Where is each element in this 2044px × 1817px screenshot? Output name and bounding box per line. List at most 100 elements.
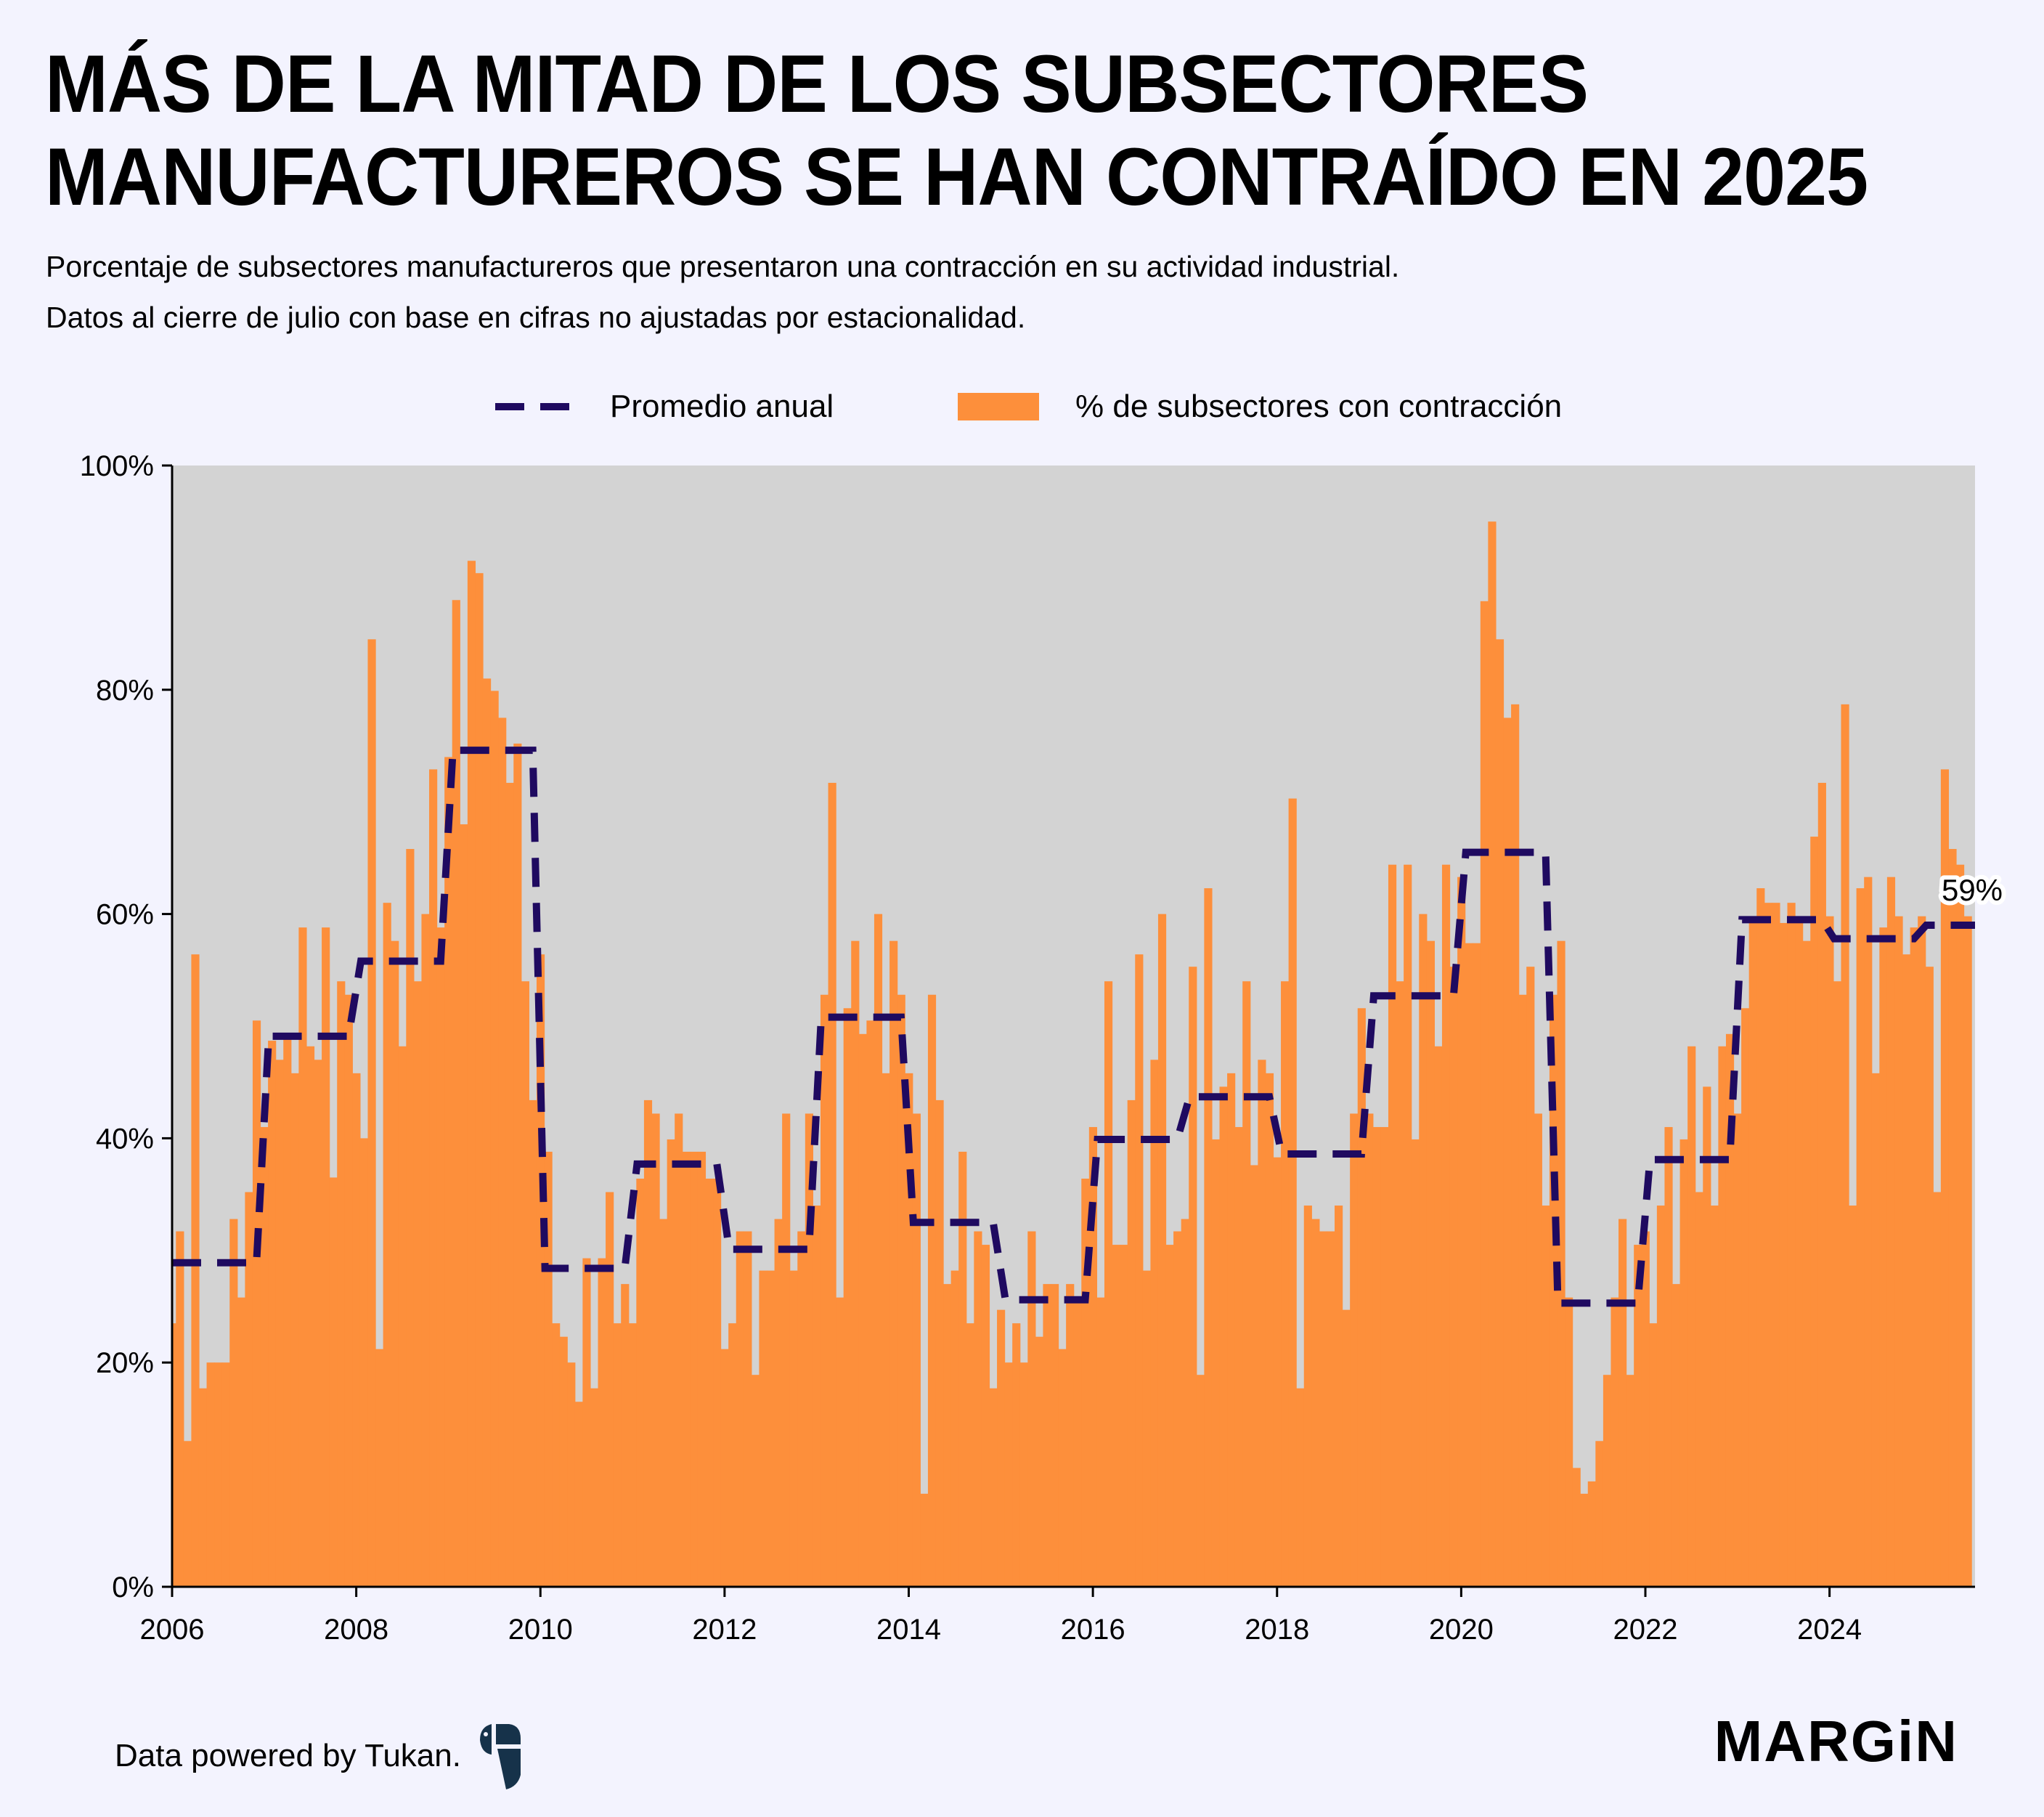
legend-item-average: Promedio anual xyxy=(495,385,834,428)
bar xyxy=(828,782,836,1587)
bar xyxy=(1626,1375,1634,1587)
bar xyxy=(690,1151,699,1587)
bar xyxy=(467,561,476,1587)
bar xyxy=(306,1046,315,1587)
bar xyxy=(544,1151,553,1587)
bar xyxy=(1250,1165,1258,1587)
bar xyxy=(1242,981,1251,1587)
bar xyxy=(1273,1157,1282,1587)
bar xyxy=(298,927,307,1587)
bar xyxy=(1181,1219,1189,1587)
bar xyxy=(482,678,492,1587)
bar xyxy=(1204,888,1213,1587)
bar xyxy=(513,743,522,1587)
bar xyxy=(1940,769,1950,1587)
bar xyxy=(183,1441,192,1587)
bar xyxy=(1841,704,1849,1587)
credit-text: Data powered by Tukan. xyxy=(115,1738,461,1773)
bar xyxy=(935,1099,944,1587)
bar xyxy=(836,1297,844,1587)
bar xyxy=(1902,954,1911,1587)
bar xyxy=(1656,1206,1666,1587)
bar-chart: 0% 20% 40% 60% 80% 100% 2006 2008 2010 2012 2014 20… xyxy=(80,450,2007,1646)
bar xyxy=(421,914,430,1587)
bar xyxy=(1081,1178,1090,1587)
bar xyxy=(651,1113,660,1587)
bar xyxy=(1043,1284,1051,1587)
bar xyxy=(1741,1008,1750,1587)
bar xyxy=(329,1177,338,1587)
bar xyxy=(759,1270,767,1587)
bar xyxy=(1787,903,1796,1587)
bar xyxy=(1404,864,1412,1587)
bar xyxy=(1572,1468,1581,1587)
bar xyxy=(621,1284,630,1587)
bar xyxy=(1963,916,1972,1587)
bar xyxy=(1419,914,1428,1587)
bar xyxy=(1634,1245,1642,1587)
bar xyxy=(552,1323,561,1587)
tukan-logo-icon xyxy=(479,1724,521,1789)
bar xyxy=(1918,916,1926,1587)
bar xyxy=(1088,1126,1098,1587)
bar xyxy=(1465,943,1473,1587)
bar xyxy=(1096,1297,1105,1587)
bar xyxy=(1925,967,1934,1587)
bar xyxy=(1189,967,1197,1587)
bar xyxy=(843,1008,852,1587)
margin-logo: MARGiN xyxy=(1714,1709,1958,1773)
bar xyxy=(1411,1139,1420,1587)
bar xyxy=(598,1258,606,1587)
bar xyxy=(659,1219,668,1587)
bar xyxy=(1035,1336,1044,1587)
bar xyxy=(889,940,898,1587)
bar xyxy=(1488,521,1497,1588)
bar xyxy=(275,1060,284,1587)
bar xyxy=(720,1349,729,1587)
bar xyxy=(1288,798,1297,1587)
bar xyxy=(172,1323,176,1587)
bar xyxy=(920,1493,929,1587)
bar xyxy=(505,782,514,1587)
bar xyxy=(789,1270,798,1587)
bar xyxy=(1157,914,1167,1587)
bar xyxy=(1296,1388,1305,1587)
bar xyxy=(337,981,346,1587)
bar xyxy=(1933,1192,1942,1587)
bar xyxy=(1365,1113,1374,1587)
bar xyxy=(1319,1231,1328,1587)
bar xyxy=(1664,1126,1673,1587)
bar xyxy=(643,1099,653,1587)
title-line-1: MÁS DE LA MITAD DE LOS SUBSECTORES xyxy=(45,38,1589,129)
bar xyxy=(927,994,937,1587)
bar xyxy=(452,600,460,1587)
bar xyxy=(529,1099,537,1587)
bar xyxy=(1618,1219,1627,1587)
bar xyxy=(974,1231,982,1587)
bar xyxy=(406,849,415,1587)
bar xyxy=(1219,1086,1228,1587)
bar xyxy=(1388,864,1397,1587)
bar xyxy=(1948,849,1957,1587)
bar xyxy=(1549,994,1558,1587)
x-tick-label: 2020 xyxy=(1429,1614,1494,1646)
bar xyxy=(1565,1297,1573,1587)
bar xyxy=(1135,954,1144,1587)
bar xyxy=(874,914,883,1587)
legend-label-bars: % de subsectores con contracción xyxy=(1075,389,1563,424)
bar xyxy=(797,1231,806,1587)
bar xyxy=(858,1033,867,1587)
bar xyxy=(943,1284,952,1587)
bar xyxy=(198,1388,208,1587)
bar xyxy=(1886,877,1896,1587)
bar xyxy=(1733,1113,1742,1587)
legend: Promedio anual % de subsectores con cont… xyxy=(0,385,2044,428)
bar xyxy=(1718,1046,1727,1587)
bar xyxy=(682,1151,691,1587)
bar xyxy=(221,1362,230,1587)
bar xyxy=(697,1151,707,1587)
bar xyxy=(1142,1270,1151,1587)
x-tick-label: 2024 xyxy=(1797,1614,1862,1646)
bar xyxy=(989,1388,998,1587)
bar xyxy=(1894,916,1903,1587)
